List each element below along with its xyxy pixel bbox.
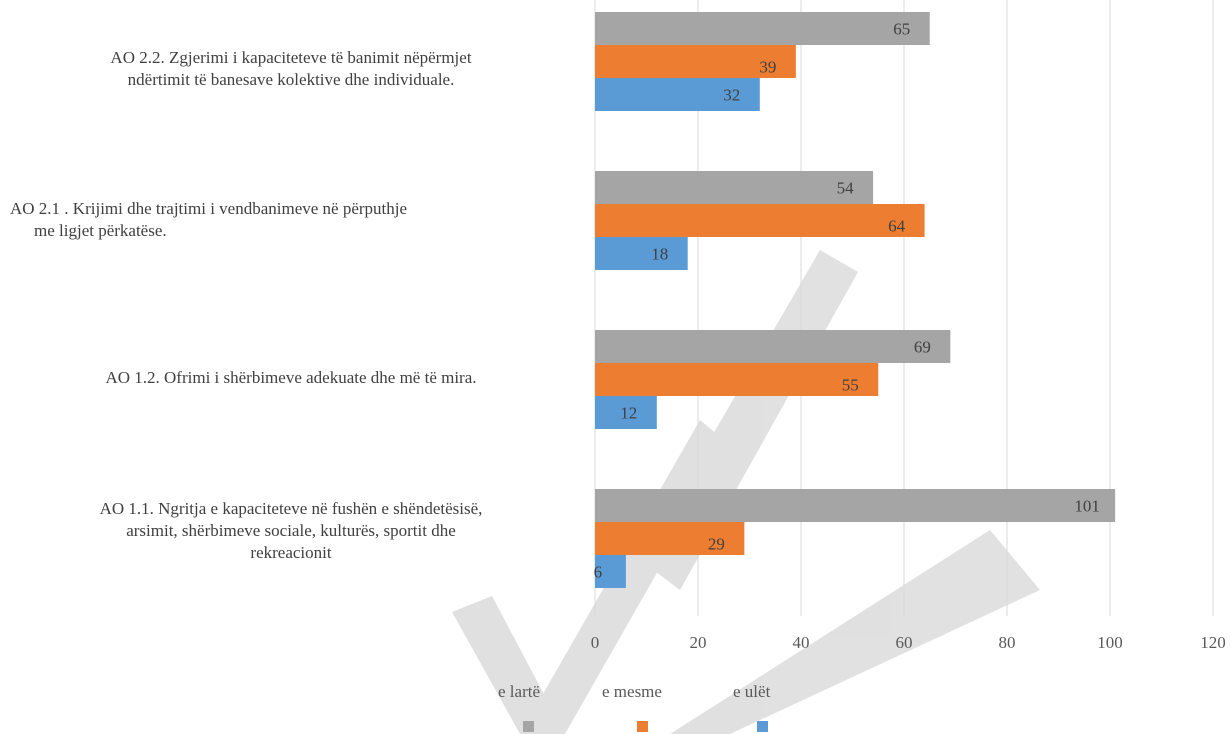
bar-e-mesme-1 <box>595 204 925 237</box>
x-tick-label: 20 <box>690 633 707 652</box>
category-label-line: AO 2.2. Zgjerimi i kapaciteteve të banim… <box>110 48 472 67</box>
data-label: 55 <box>842 376 859 395</box>
bar-e-ulët-3 <box>595 555 626 588</box>
category-label: AO 1.2. Ofrimi i shërbimeve adekuate dhe… <box>0 367 582 389</box>
bar-e-ulët-0 <box>595 78 760 111</box>
category-label-line: AO 1.2. Ofrimi i shërbimeve adekuate dhe… <box>105 368 477 387</box>
data-label: 101 <box>1074 497 1100 516</box>
legend-swatch <box>757 721 768 732</box>
bar-e-lartë-3 <box>595 489 1116 522</box>
x-tick-label: 60 <box>896 633 913 652</box>
category-label-line: rekreacionit <box>250 543 332 562</box>
data-label: 65 <box>893 20 910 39</box>
data-label: 39 <box>759 58 776 77</box>
data-label: 32 <box>723 86 740 105</box>
x-tick-label: 120 <box>1200 633 1226 652</box>
bar-e-mesme-0 <box>595 45 796 78</box>
category-label-line: AO 1.1. Ngritja e kapaciteteve në fushën… <box>99 499 483 518</box>
data-label: 12 <box>620 404 637 423</box>
legend-label: e lartë <box>498 682 540 701</box>
category-label-line: arsimit, shërbimeve sociale, kulturës, s… <box>126 521 456 540</box>
category-label-line: ndërtimit të banesave kolektive dhe indi… <box>127 70 455 89</box>
data-label: 69 <box>914 338 931 357</box>
category-label-line: me ligjet përkatëse. <box>34 221 167 240</box>
bar-e-lartë-2 <box>595 330 951 363</box>
data-label: 64 <box>888 217 906 236</box>
x-axis-ticks: 0 20 40 60 80 100 120 <box>591 633 1226 652</box>
x-tick-label: 0 <box>591 633 600 652</box>
category-label: AO 2.1 . Krijimi dhe trajtimi i vendbani… <box>10 198 582 242</box>
data-label: 18 <box>651 245 668 264</box>
data-label: 6 <box>594 563 603 582</box>
category-label: AO 2.2. Zgjerimi i kapaciteteve të banim… <box>0 47 582 91</box>
x-tick-label: 40 <box>793 633 810 652</box>
category-label: AO 1.1. Ngritja e kapaciteteve në fushën… <box>0 498 582 564</box>
category-label-line: AO 2.1 . Krijimi dhe trajtimi i vendbani… <box>10 199 408 218</box>
data-label: 29 <box>708 535 725 554</box>
bars <box>595 12 1116 588</box>
legend-swatch <box>523 721 534 732</box>
data-label: 54 <box>837 179 855 198</box>
data-labels: 65 39 32 54 64 18 69 55 12 101 29 6 <box>594 20 1100 582</box>
x-tick-label: 100 <box>1097 633 1123 652</box>
bar-e-lartë-0 <box>595 12 930 45</box>
bar-e-lartë-1 <box>595 171 874 204</box>
legend-label: e ulët <box>733 682 771 701</box>
bar-e-ulët-1 <box>595 237 688 270</box>
legend-swatch <box>637 721 648 732</box>
bar-e-mesme-3 <box>595 522 745 555</box>
x-tick-label: 80 <box>999 633 1016 652</box>
bar-e-mesme-2 <box>595 363 879 396</box>
legend-label: e mesme <box>602 682 662 701</box>
bar-e-ulët-2 <box>595 396 657 429</box>
